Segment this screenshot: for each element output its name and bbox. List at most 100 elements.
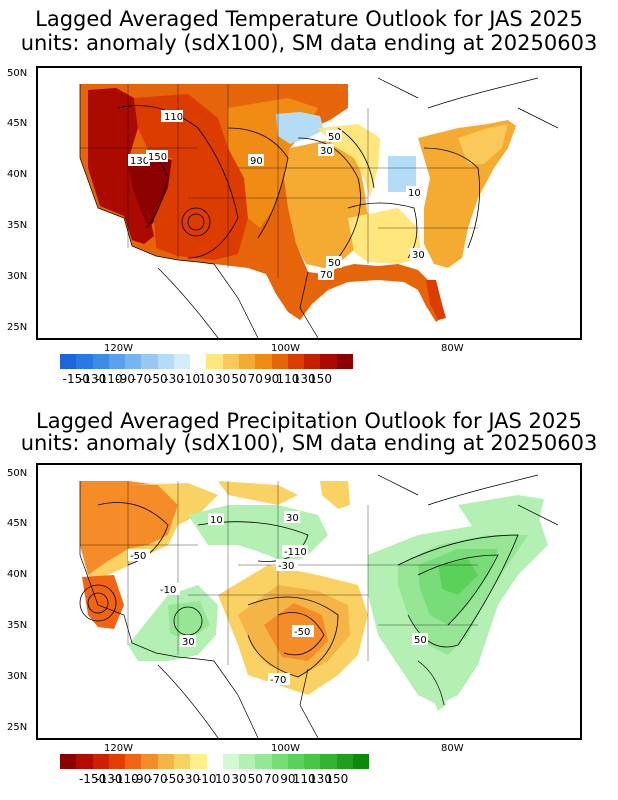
legend-swatch-negative: [76, 754, 93, 769]
contour-label: -70: [270, 675, 286, 686]
precip-florida-green: [430, 681, 446, 711]
precip-lat-label: 40N: [7, 569, 28, 580]
precipitation-map-svg: 10 30 -50 -110 -30 -10 30 -50 -70 50: [79, 474, 559, 738]
contour-label: 50: [328, 258, 341, 269]
legend-label: 150: [325, 772, 349, 786]
temp-yellow-band: [318, 124, 380, 198]
precip-lon-label: 80W: [441, 743, 464, 754]
legend-label: 130: [309, 772, 332, 786]
legend-swatch-negative: [125, 754, 142, 769]
legend-swatch-negative: [141, 754, 158, 769]
temp-central-orange: [284, 140, 368, 268]
temp-lat-label: 35N: [7, 220, 28, 231]
legend-swatch-negative: [60, 754, 77, 769]
legend-swatch-positive: [353, 754, 370, 769]
legend-label: 30: [231, 772, 247, 786]
temp-lon-label: 100W: [271, 343, 300, 354]
temp-lon-label: 80W: [441, 343, 464, 354]
contour-label: 130: [130, 156, 149, 167]
legend-label: -90: [115, 372, 135, 386]
legend-label: 10: [215, 772, 231, 786]
temp-lat-label: 45N: [7, 118, 28, 129]
temp-core-hot-region-2: [128, 154, 172, 228]
contour-label: 30: [412, 250, 425, 261]
precipitation-map: 10 30 -50 -110 -30 -10 30 -50 -70 50: [36, 463, 582, 740]
legend-label: 70: [247, 372, 263, 386]
legend-swatch-positive: [271, 354, 288, 369]
legend-label: -50: [164, 772, 184, 786]
legend-swatch-positive: [336, 754, 354, 769]
legend-swatch-negative: [92, 354, 109, 369]
temp-ohio-yellow: [348, 208, 422, 264]
legend-swatch-positive: [255, 354, 272, 369]
legend-label: -130: [78, 372, 107, 386]
legend-swatch-positive: [206, 354, 223, 369]
legend-swatch-positive: [336, 354, 354, 369]
precipitation-legend-labels: -150 -130 -110 -90 -70 -50 -30 -10 10 30 50 70 90 110…: [60, 772, 560, 786]
precip-lat-label: 30N: [7, 671, 28, 682]
legend-swatch-negative: [157, 754, 175, 769]
temp-florida-hot: [426, 280, 446, 320]
precip-dakota-dry: [320, 481, 350, 509]
contour-label: 30: [182, 637, 195, 648]
temp-coastline: [79, 77, 559, 338]
precip-coastline: [79, 474, 559, 738]
temperature-legend-labels: -150 -130 -110 -90 -70 -50 -30 -10 10 30 50 70 90 110…: [60, 372, 560, 386]
legend-swatch-negative: [174, 354, 191, 369]
contour-label: 110: [164, 112, 183, 123]
legend-swatch-positive: [320, 754, 337, 769]
temperature-map: 110 130 150 90 50 30 10 50 70 30: [36, 66, 582, 340]
temp-core-hot-region: [88, 88, 154, 244]
precip-northwest-dry-2: [88, 483, 218, 585]
legend-label: -90: [131, 772, 152, 786]
legend-label: -70: [147, 772, 168, 786]
legend-label: -30: [164, 372, 184, 386]
contour-label: -50: [294, 627, 310, 638]
legend-swatch-positive: [287, 354, 305, 369]
legend-swatch-negative: [174, 754, 191, 769]
legend-label: 110: [276, 372, 300, 386]
legend-swatch-positive: [304, 754, 321, 769]
precip-lon-label: 120W: [104, 743, 133, 754]
legend-swatch-positive: [287, 754, 305, 769]
contour-label: 10: [210, 515, 223, 526]
temp-lat-label: 50N: [7, 68, 28, 79]
temperature-map-svg: 110 130 150 90 50 30 10 50 70 30: [79, 77, 559, 338]
precip-title-line1: Lagged Averaged Precipitation Outlook fo…: [36, 409, 582, 433]
precip-northwest-dry: [80, 481, 178, 575]
contour-label: 50: [328, 132, 341, 143]
contour-label: -30: [278, 561, 294, 572]
legend-label: -70: [131, 372, 152, 386]
legend-swatch-negative: [108, 354, 126, 369]
temperature-title-line2: units: anomaly (sdX100), SM data ending …: [20, 31, 598, 55]
precip-title-line2: units: anomaly (sdX100), SM data ending …: [20, 431, 598, 455]
legend-label: 70: [263, 772, 280, 786]
precip-state-borders: [80, 481, 478, 675]
temp-contour-lines: [117, 105, 481, 259]
contour-label: 90: [250, 156, 263, 167]
legend-label: -150: [78, 772, 107, 786]
contour-label: -110: [284, 547, 307, 558]
temp-lon-label: 120W: [104, 343, 133, 354]
legend-label: 90: [263, 372, 280, 386]
legend-swatch-positive: [238, 754, 256, 769]
legend-label: -10: [196, 772, 217, 786]
legend-swatch-positive: [255, 754, 272, 769]
legend-label: -110: [95, 372, 123, 386]
legend-swatch-negative: [157, 354, 175, 369]
legend-label: 10: [198, 372, 215, 386]
precip-northeast-green: [458, 495, 544, 535]
contour-label: 10: [408, 188, 421, 199]
contour-label: -50: [130, 551, 146, 562]
legend-swatch-negative: [141, 354, 158, 369]
precip-california-dry-ring: [82, 575, 124, 629]
precip-ohio-green: [438, 559, 478, 595]
legend-swatch-negative: [108, 754, 126, 769]
precip-contour-labels: 10 30 -50 -110 -30 -10 30 -50 -70 50: [128, 511, 428, 686]
contour-label: -10: [160, 585, 176, 596]
legend-swatch-positive: [320, 354, 337, 369]
temp-light-region: [276, 112, 324, 144]
contour-label: 30: [320, 146, 333, 157]
contour-label: 30: [286, 513, 299, 524]
legend-swatch-negative: [92, 754, 109, 769]
